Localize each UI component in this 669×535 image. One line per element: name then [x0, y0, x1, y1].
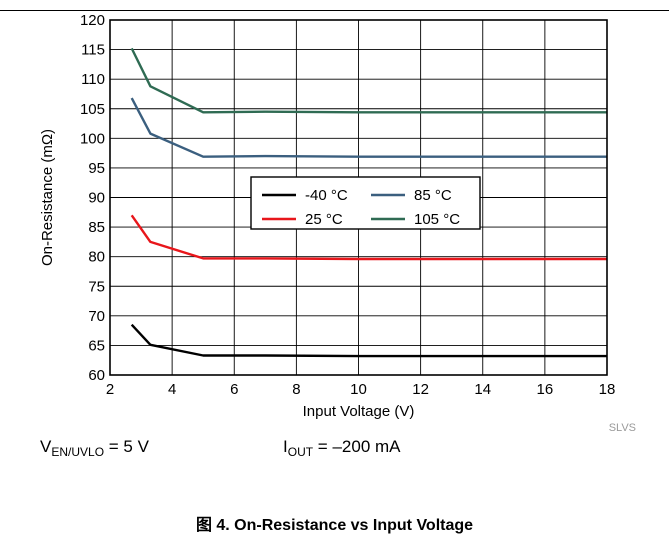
y-tick-label: 120 — [80, 12, 105, 29]
legend-box — [250, 176, 481, 230]
series-line — [130, 47, 607, 114]
legend-label: 85 °C — [414, 187, 452, 204]
x-axis-label: Input Voltage (V) — [303, 403, 415, 420]
y-tick-label: 65 — [88, 337, 105, 354]
x-tick-label: 14 — [474, 381, 491, 398]
output-current-subscript: OUT — [287, 445, 314, 459]
x-tick-label: 2 — [106, 381, 114, 398]
y-tick-label: 95 — [88, 160, 105, 177]
enable-condition-subscript: EN/UVLO — [51, 445, 105, 459]
y-tick-label: 70 — [88, 308, 105, 325]
legend-label: 25 °C — [305, 211, 343, 228]
series-line — [130, 323, 607, 358]
y-tick-label: 85 — [88, 219, 105, 236]
y-tick-label: 115 — [81, 42, 105, 59]
x-tick-label: 10 — [350, 381, 367, 398]
plot-frame — [109, 19, 608, 376]
y-tick-label: 110 — [81, 71, 105, 88]
chart-series — [130, 47, 607, 358]
chart-legend: -40 °C 85 °C 25 °C 105 °C — [250, 176, 481, 230]
x-tick-label: 4 — [168, 381, 176, 398]
legend-label: -40 °C — [305, 187, 348, 204]
top-rule — [0, 10, 669, 11]
y-tick-label: 105 — [80, 101, 105, 118]
axis-ticks: 2 4 6 8 10 12 14 16 18 60 65 70 75 80 85 90 95 100 105 110 1… — [80, 12, 615, 398]
y-tick-label: 60 — [88, 367, 105, 384]
x-tick-label: 18 — [599, 381, 616, 398]
enable-condition-value: = 5 V — [104, 437, 149, 456]
enable-condition: VEN/UVLO = 5 V — [40, 437, 149, 462]
y-tick-label: 100 — [80, 130, 105, 147]
y-tick-label: 90 — [88, 190, 105, 207]
output-current-value: = –200 mA — [313, 437, 401, 456]
y-tick-label: 75 — [88, 278, 105, 295]
doc-watermark: SLVS — [609, 422, 636, 434]
figure-caption: 图 4. On-Resistance vs Input Voltage — [195, 517, 474, 534]
x-tick-label: 16 — [537, 381, 554, 398]
output-current-symbol: I — [283, 437, 288, 456]
enable-condition-symbol: V — [40, 437, 52, 456]
legend-label: 105 °C — [414, 211, 460, 228]
series-line — [130, 97, 607, 158]
y-tick-label: 80 — [88, 249, 105, 266]
x-tick-label: 8 — [292, 381, 300, 398]
x-tick-label: 6 — [230, 381, 238, 398]
y-axis-label: On-Resistance (mΩ) — [39, 129, 56, 266]
output-current-condition: IOUT = –200 mA — [283, 437, 401, 462]
x-tick-label: 12 — [412, 381, 429, 398]
series-line — [130, 214, 607, 261]
on-resistance-chart: 2 4 6 8 10 12 14 16 18 60 65 70 75 80 85 90 95 100 105 110 1… — [39, 12, 636, 434]
